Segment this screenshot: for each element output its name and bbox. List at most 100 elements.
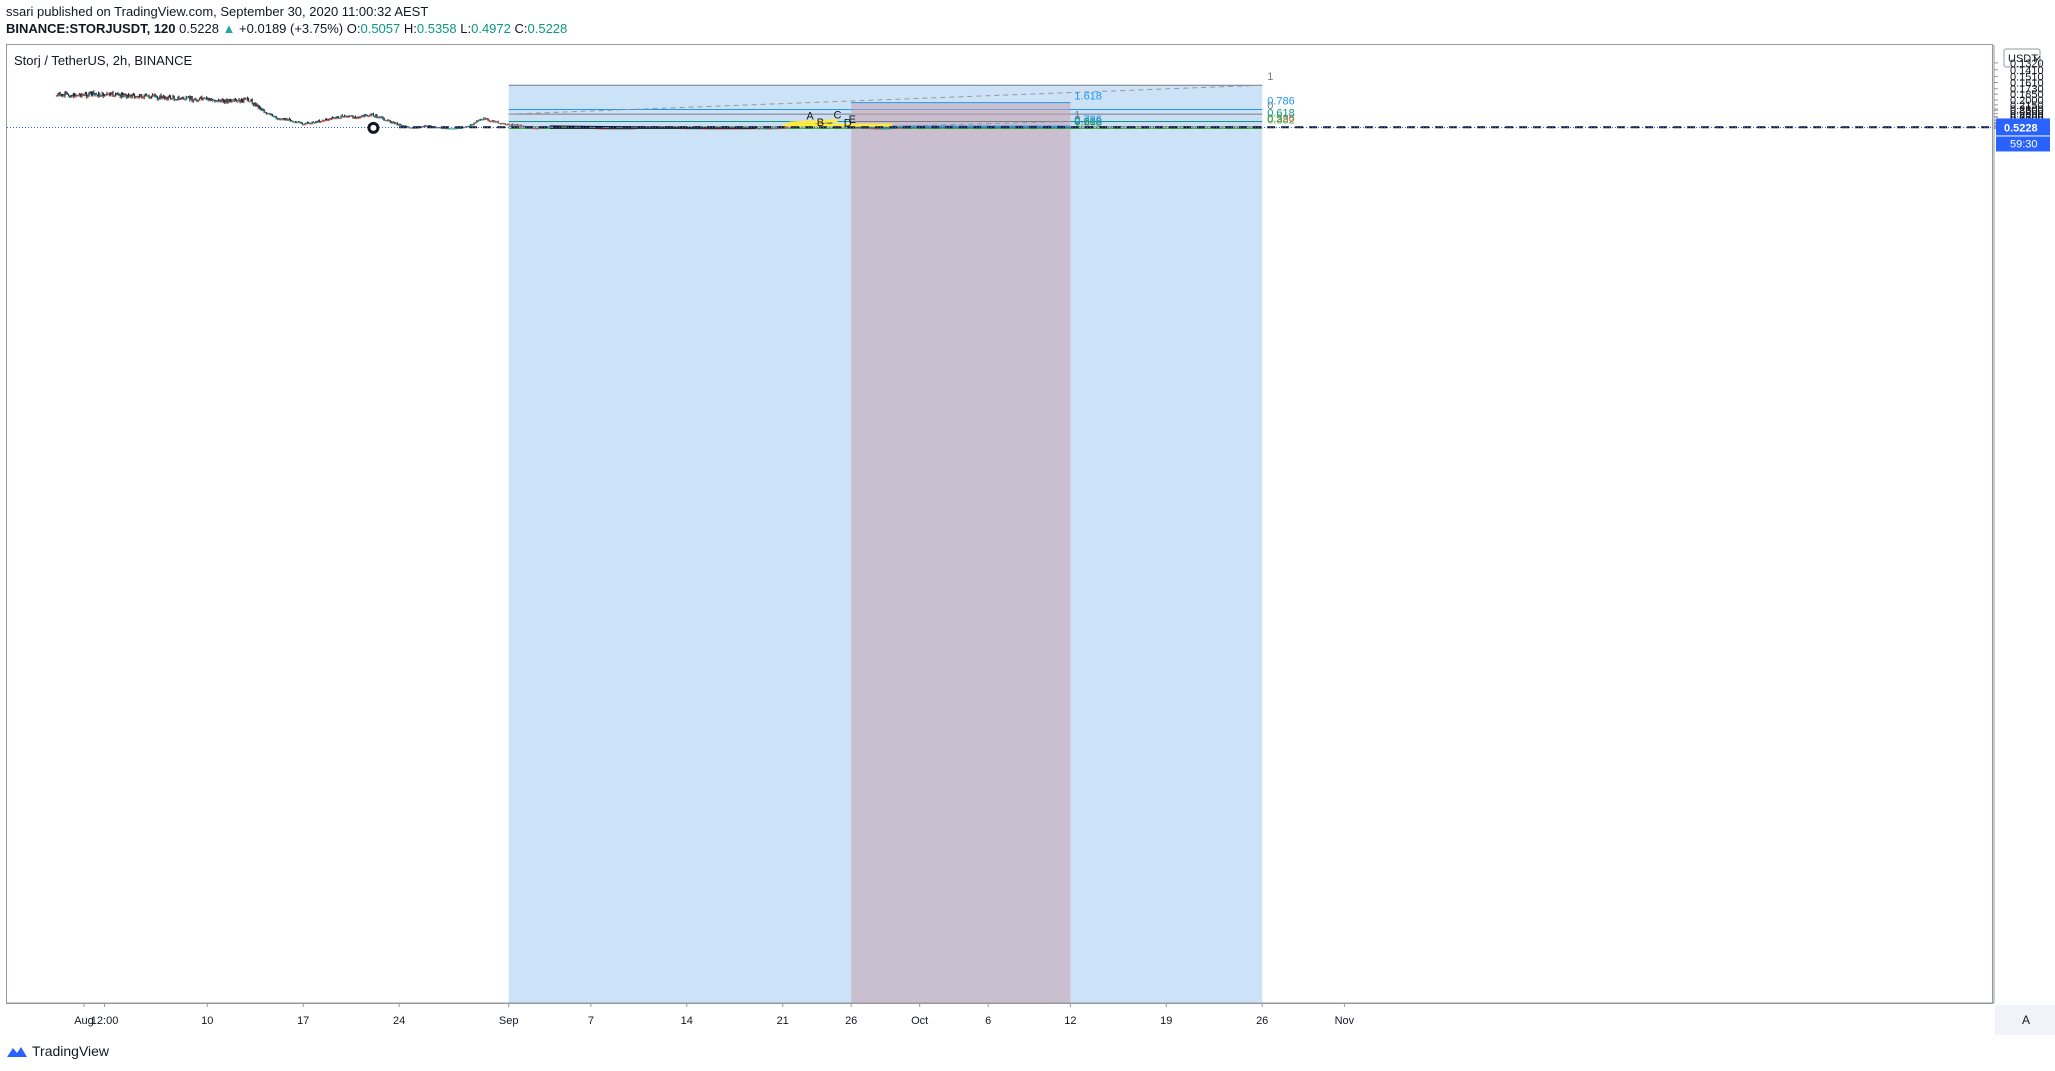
auto-scale-button[interactable]: A <box>1995 1005 2055 1035</box>
candle-body <box>614 128 617 130</box>
candle <box>136 95 138 98</box>
candle <box>512 124 515 126</box>
candle-body <box>541 127 544 129</box>
candle-body <box>737 128 740 130</box>
candle <box>146 95 149 97</box>
candle-body <box>762 128 765 130</box>
candle <box>221 98 224 103</box>
candle <box>193 98 196 101</box>
fib-big-level-label: 1 <box>1267 71 1273 83</box>
candle-body <box>163 98 166 100</box>
candle-body <box>536 128 539 130</box>
candle <box>299 121 302 124</box>
candle <box>56 93 59 97</box>
candle <box>66 92 69 95</box>
candle-body <box>379 117 382 119</box>
candle-body <box>238 100 240 102</box>
candle <box>121 92 124 98</box>
candle-body <box>726 128 729 130</box>
candle <box>480 118 483 121</box>
candle-body <box>505 124 508 126</box>
candle <box>475 120 478 124</box>
candle <box>370 113 372 117</box>
candle <box>132 92 135 97</box>
candle-body <box>226 102 228 104</box>
candle-body <box>287 119 290 121</box>
candle <box>107 93 110 95</box>
candle <box>547 126 550 128</box>
candle-body <box>898 127 900 129</box>
candle-body <box>875 128 878 130</box>
candle <box>397 123 400 126</box>
candle-body <box>80 96 83 98</box>
candle <box>281 118 284 121</box>
candle <box>271 113 274 117</box>
candle <box>125 93 128 99</box>
candle-body <box>731 128 734 130</box>
candle-body <box>697 128 700 130</box>
candle <box>314 120 317 124</box>
price-tick-label: 0.2500 <box>2010 109 2044 121</box>
candle <box>162 94 165 99</box>
candle <box>124 93 126 97</box>
candle-body <box>260 109 263 111</box>
candle-body <box>889 128 892 130</box>
candle-body <box>408 127 411 129</box>
candle-body <box>59 94 62 96</box>
candle <box>170 98 173 100</box>
candle-body <box>72 96 75 98</box>
candle-body <box>721 128 724 130</box>
currency-selector[interactable]: USDT <box>2003 48 2041 68</box>
candle <box>73 92 76 98</box>
fib-big-level-label: 0 <box>1267 100 1273 112</box>
candle-body <box>236 100 239 102</box>
candle-body <box>884 128 887 130</box>
candle <box>353 116 356 119</box>
candle-body <box>55 95 58 97</box>
candle-body <box>466 126 468 128</box>
candle <box>881 128 884 130</box>
wave-label-d: D <box>844 117 852 129</box>
candle <box>209 97 212 102</box>
candle-body <box>899 128 902 130</box>
candle-body <box>61 95 64 97</box>
candle <box>88 92 90 97</box>
candle-body <box>62 95 65 97</box>
candle-body <box>241 102 244 104</box>
candle <box>474 122 477 124</box>
candle-body <box>148 97 150 99</box>
candle <box>479 118 482 122</box>
candle-body <box>320 121 323 123</box>
candle <box>373 115 376 118</box>
candle-body <box>454 128 456 130</box>
candle <box>60 93 63 97</box>
candle-body <box>343 116 346 118</box>
candle <box>434 126 437 129</box>
candle-body <box>841 126 844 128</box>
candle-body <box>367 115 370 117</box>
candle <box>859 127 862 129</box>
candle-body <box>384 120 387 122</box>
tradingview-logo[interactable]: TradingView <box>6 1043 109 1059</box>
candle-body <box>610 128 612 130</box>
candle <box>89 91 92 95</box>
candle <box>874 128 876 130</box>
candle <box>302 124 305 126</box>
candle <box>92 90 95 96</box>
candle-body <box>270 114 273 116</box>
candle-body <box>551 126 554 128</box>
candle-body <box>390 122 393 124</box>
candle-body <box>413 127 416 129</box>
candle-body <box>446 128 449 130</box>
candle-body <box>293 121 296 123</box>
candle <box>354 115 357 120</box>
candle-body <box>739 128 742 130</box>
candle-body <box>732 128 735 130</box>
candle-body <box>167 99 170 101</box>
candle <box>293 121 296 123</box>
candle <box>139 94 142 98</box>
candle-body <box>250 100 252 102</box>
symbol-interval: BINANCE:STORJUSDT, 120 <box>6 21 176 36</box>
candle <box>208 97 210 102</box>
